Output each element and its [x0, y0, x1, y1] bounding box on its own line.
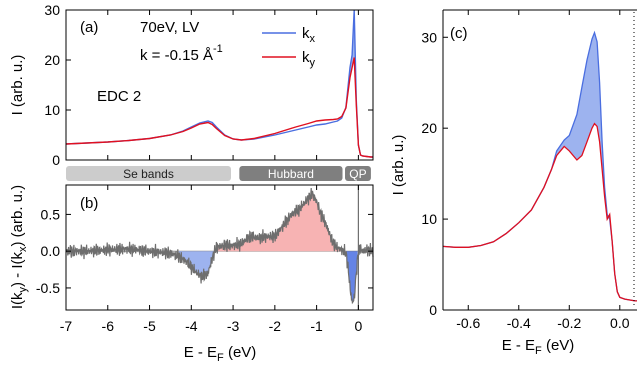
panel-c-ytick-label: 30 — [421, 29, 437, 45]
panel-b-x-axis-label: E - EF (eV) — [184, 344, 257, 364]
panel-b-xtick-label: -1 — [310, 318, 323, 334]
panel-c-ytick-label: 10 — [421, 211, 437, 227]
panel-a-ytick-label: 0 — [52, 152, 60, 168]
panel-c-x-ticks: -0.6 -0.4 -0.2 0.0 — [456, 10, 630, 331]
panel-b: -0.5 0.0 0.5 -7 -6 -5 -4 -3 -2 -1 0 (b) I(ky) - I… — [9, 184, 374, 364]
panel-a-y-ticks: 0 10 20 30 — [44, 2, 373, 168]
momentum-value: k = -0.15 Å — [140, 47, 213, 64]
panel-b-ytick-label: 0.5 — [41, 206, 61, 222]
panel-b-x-ticks: -7 -6 -5 -4 -3 -2 -1 0 — [60, 185, 362, 334]
panel-c-xtick-label: -0.2 — [557, 315, 581, 331]
band-bar-2 — [345, 166, 371, 181]
panel-a-label: (a) — [80, 19, 98, 36]
legend-kx-sub: x — [310, 33, 316, 45]
legend-kx-label: kx — [302, 25, 316, 45]
band-label-2: QP — [349, 167, 366, 181]
panel-c-kx-excess-fill — [556, 32, 619, 295]
legend-ky-name: k — [302, 49, 310, 66]
band-label-1: Hubbard — [268, 167, 314, 181]
panel-a-legend: kx ky — [262, 25, 316, 69]
panel-c-xtick-label: -0.4 — [507, 315, 531, 331]
panel-c-x-axis-label: E - EF (eV) — [502, 337, 575, 357]
panel-a-annotation-edc: EDC 2 — [97, 88, 141, 105]
panel-b-y-axis-label: I(ky) - I(kx) (arb. u.) — [9, 185, 29, 309]
panel-b-xtick-label: -7 — [60, 318, 73, 334]
panel-a-ytick-label: 20 — [44, 52, 60, 68]
legend-ky-label: ky — [302, 49, 316, 69]
panel-b-y-ticks: -0.5 0.0 0.5 — [36, 206, 373, 296]
panel-b-plot-area — [65, 185, 374, 310]
panel-a: 0 10 20 30 (a) 70eV, LV k = -0.15 Å-1 EDC 2… — [9, 2, 374, 168]
panel-b-ytick-label: 0.0 — [41, 243, 61, 259]
panel-c-ytick-label: 0 — [429, 302, 437, 318]
panel-c-ytick-label: 20 — [421, 120, 437, 136]
ylab-b-part1: I(k — [9, 292, 26, 309]
panel-a-annotation-energy: 70eV, LV — [140, 19, 199, 36]
panel-a-plot-area — [65, 9, 373, 158]
band-label-0: Se bands — [123, 167, 174, 181]
panel-b-negative-fill-se — [178, 251, 215, 277]
panel-c-kx-line — [442, 30, 637, 302]
panel-b-xtick-label: -5 — [143, 318, 156, 334]
xlab-b-part2: (eV) — [224, 344, 257, 361]
panel-a-annotation-momentum: k = -0.15 Å-1 — [140, 43, 223, 64]
legend-ky-sub: y — [310, 57, 316, 69]
panel-c-y-ticks: 0 10 20 30 — [421, 29, 448, 318]
band-bar-0 — [66, 166, 231, 181]
panel-b-xtick-label: 0 — [354, 318, 362, 334]
xlab-b-part1: E - E — [184, 344, 217, 361]
panel-a-y-axis-label: I (arb. u.) — [9, 55, 26, 116]
ylab-b-part2: ) - I(k — [9, 252, 26, 287]
panel-b-ytick-label: -0.5 — [36, 280, 60, 296]
panel-a-frame — [65, 9, 374, 161]
panel-c-xtick-label: 0.0 — [610, 315, 630, 331]
panel-b-xtick-label: -4 — [185, 318, 198, 334]
momentum-exponent: -1 — [213, 43, 223, 55]
panel-b-xtick-label: -3 — [227, 318, 240, 334]
legend-kx-name: k — [302, 25, 310, 42]
ylab-b-sub-y: y — [17, 287, 29, 293]
xlab-c-part1: E - E — [502, 337, 535, 354]
panel-a-ky-line — [65, 57, 373, 158]
xlab-c-part2: (eV) — [542, 337, 575, 354]
xlab-b-sub: F — [217, 352, 224, 364]
panel-a-ytick-label: 30 — [44, 2, 60, 18]
panel-b-xtick-label: -6 — [102, 318, 115, 334]
ylab-b-sub-x: x — [17, 246, 29, 252]
panel-b-xtick-label: -2 — [269, 318, 282, 334]
band-bar-1 — [239, 166, 343, 181]
panel-b-frame — [65, 184, 374, 311]
ylab-b-part3: ) (arb. u.) — [9, 185, 26, 247]
panel-c-xtick-label: -0.6 — [456, 315, 480, 331]
panel-a-kx-line — [65, 9, 373, 158]
panel-c-y-axis-label: I (arb. u.) — [390, 135, 407, 196]
panel-c-plot-area — [442, 30, 637, 302]
band-indicators: Se bands Hubbard QP — [66, 166, 371, 181]
panel-b-difference-line — [65, 187, 374, 305]
xlab-c-sub: F — [535, 345, 542, 357]
panel-a-ytick-label: 10 — [44, 102, 60, 118]
panel-c-label: (c) — [450, 25, 468, 42]
panel-c-ky-line — [442, 122, 637, 302]
panel-b-label: (b) — [80, 195, 98, 212]
